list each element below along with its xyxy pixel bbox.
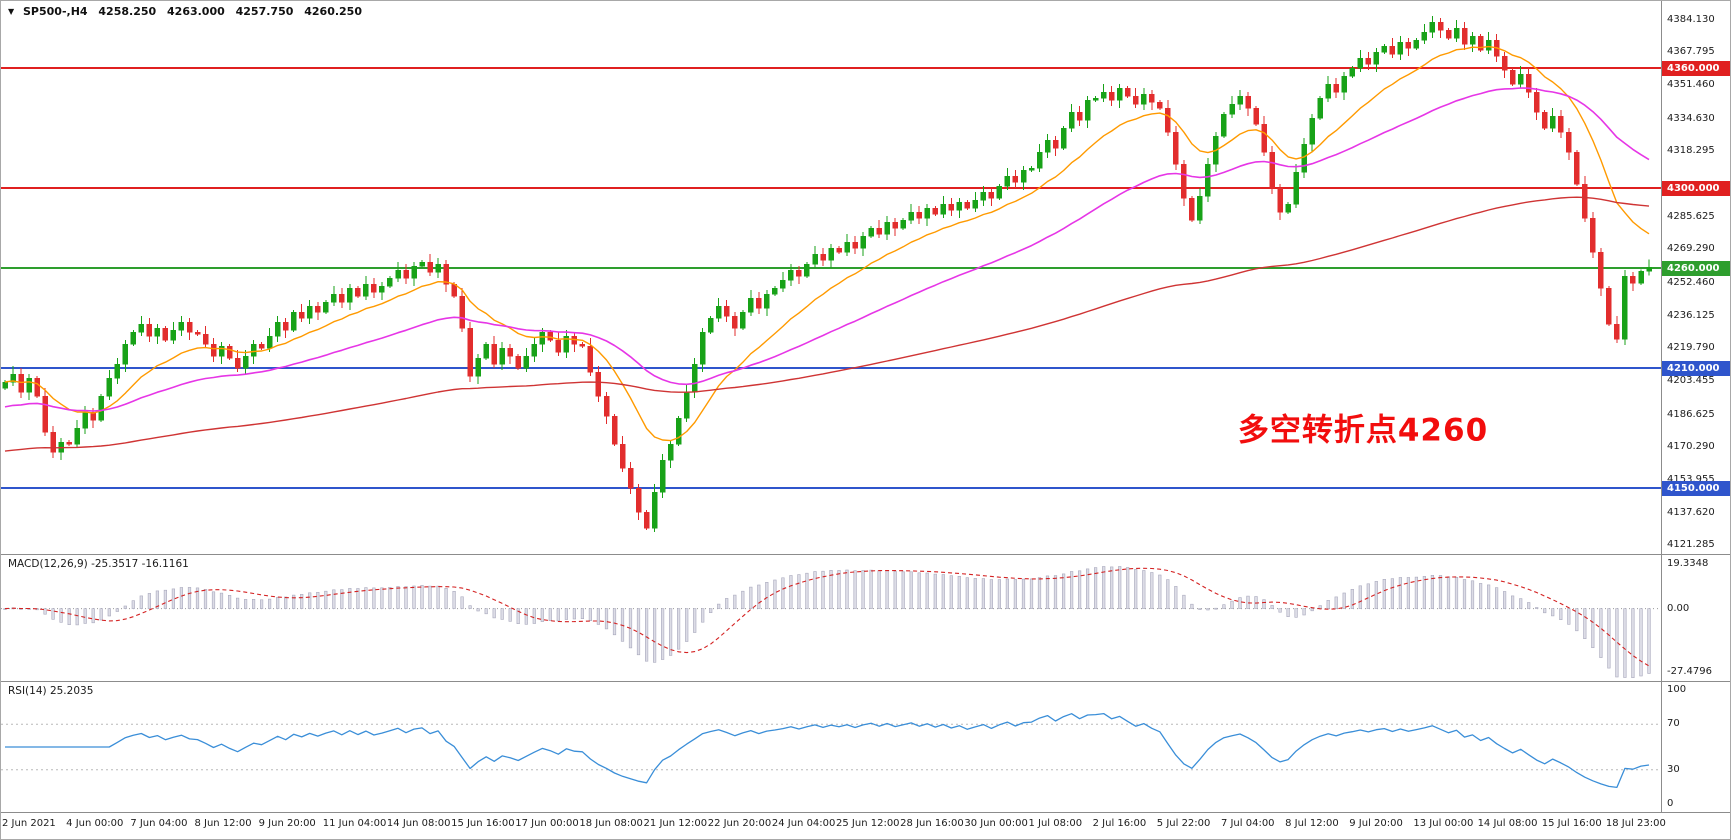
time-axis-label: 14 Jun 08:00: [386, 818, 451, 829]
symbol-header: ▼ SP500-,H4 4258.250 4263.000 4257.750 4…: [8, 5, 362, 18]
time-axis-label: 22 Jun 20:00: [707, 818, 772, 829]
price-line-tag: 4260.000: [1662, 260, 1730, 276]
time-axis-label: 2 Jun 2021: [2, 818, 56, 829]
time-axis-label: 4 Jun 00:00: [66, 818, 124, 829]
price-tick-label: 4186.625: [1667, 408, 1715, 420]
price-tick-label: 4170.290: [1667, 441, 1715, 453]
time-axis-label: 18 Jun 08:00: [579, 818, 643, 829]
ma-mid-line: [4, 87, 1650, 412]
macd-axis-label: -27.4796: [1667, 666, 1712, 677]
time-axis-label: 2 Jul 16:00: [1092, 818, 1147, 829]
symbol-name: SP500-,H4: [23, 5, 88, 18]
time-axis-label: 15 Jun 16:00: [451, 818, 515, 829]
price-tick-label: 4269.290: [1667, 243, 1715, 255]
rsi-indicator-label: RSI(14) 25.2035: [8, 685, 94, 697]
price-tick-label: 4252.460: [1667, 277, 1715, 289]
annotation-text: 多空转折点4260: [1237, 412, 1489, 449]
price-line-tag: 4150.000: [1662, 480, 1730, 496]
time-axis-label: 5 Jul 22:00: [1156, 818, 1211, 829]
bar-close-value: 4260.250: [304, 5, 362, 18]
candles-series: [2, 16, 1652, 532]
time-axis-label: 1 Jul 08:00: [1028, 818, 1083, 829]
rsi-axis-label: 0: [1667, 798, 1674, 809]
price-tick-label: 4236.125: [1667, 309, 1715, 321]
price-tick-label: 4334.630: [1667, 112, 1715, 124]
time-axis-label: 11 Jun 04:00: [322, 818, 387, 829]
price-tick-label: 4285.625: [1667, 210, 1715, 222]
time-axis-label: 15 Jul 16:00: [1541, 818, 1602, 829]
price-line-tag: 4210.000: [1662, 360, 1730, 376]
panel-separators: [1, 1, 1730, 813]
macd-indicator-label: MACD(12,26,9) -25.3517 -16.1161: [8, 558, 189, 570]
time-axis-label: 13 Jul 00:00: [1413, 818, 1474, 829]
time-axis-label: 25 Jun 12:00: [836, 818, 900, 829]
price-tick-label: 4367.795: [1667, 46, 1715, 58]
macd-histogram: [3, 566, 1651, 678]
bar-high-value: 4263.000: [167, 5, 225, 18]
macd-axis-label: 0.00: [1667, 602, 1690, 614]
symbol-dropdown-icon[interactable]: ▼: [8, 7, 15, 16]
price-tick-label: 4121.285: [1667, 539, 1715, 551]
bar-open-value: 4258.250: [98, 5, 157, 18]
time-axis-label: 17 Jun 00:00: [515, 818, 579, 829]
time-axis-label: 7 Jun 04:00: [130, 818, 188, 829]
price-tick-label: 4318.295: [1667, 145, 1715, 157]
ma-fast-line: [4, 45, 1650, 442]
time-axis-label: 30 Jun 00:00: [964, 818, 1028, 829]
time-axis-label: 9 Jun 20:00: [258, 818, 316, 829]
price-tick-label: 4203.455: [1667, 375, 1715, 387]
time-axis-label: 24 Jun 04:00: [771, 818, 836, 829]
time-axis-label: 14 Jul 08:00: [1477, 818, 1538, 829]
rsi-line: [5, 712, 1650, 789]
rsi-axis-label: 100: [1667, 684, 1687, 695]
time-axis-label: 18 Jul 23:00: [1605, 818, 1666, 829]
rsi-axis-label: 70: [1667, 718, 1680, 730]
ma-slow-line: [4, 196, 1650, 452]
price-tick-label: 4153.955: [1667, 474, 1715, 486]
price-line-tag: 4300.000: [1662, 180, 1730, 196]
bar-low-value: 4257.750: [235, 5, 294, 18]
rsi-axis-label: 30: [1667, 763, 1680, 775]
price-tick-label: 4137.620: [1667, 506, 1715, 518]
macd-signal-line: [4, 567, 1650, 667]
time-axis-label: 7 Jul 04:00: [1220, 818, 1275, 829]
macd-axis-label: 19.3348: [1667, 558, 1709, 569]
time-axis-label: 28 Jun 16:00: [900, 818, 964, 829]
time-axis-label: 8 Jul 12:00: [1285, 818, 1339, 829]
time-axis-label: 21 Jun 12:00: [643, 818, 708, 829]
price-tick-label: 4219.790: [1667, 342, 1715, 354]
price-tick-label: 4351.460: [1667, 79, 1715, 91]
price-line-tag: 4360.000: [1662, 60, 1730, 76]
price-tick-label: 4384.130: [1667, 13, 1715, 25]
rsi-level-lines: [1, 723, 1661, 771]
time-axis-label: 9 Jul 20:00: [1349, 818, 1403, 829]
time-axis-label: 8 Jun 12:00: [194, 818, 252, 829]
